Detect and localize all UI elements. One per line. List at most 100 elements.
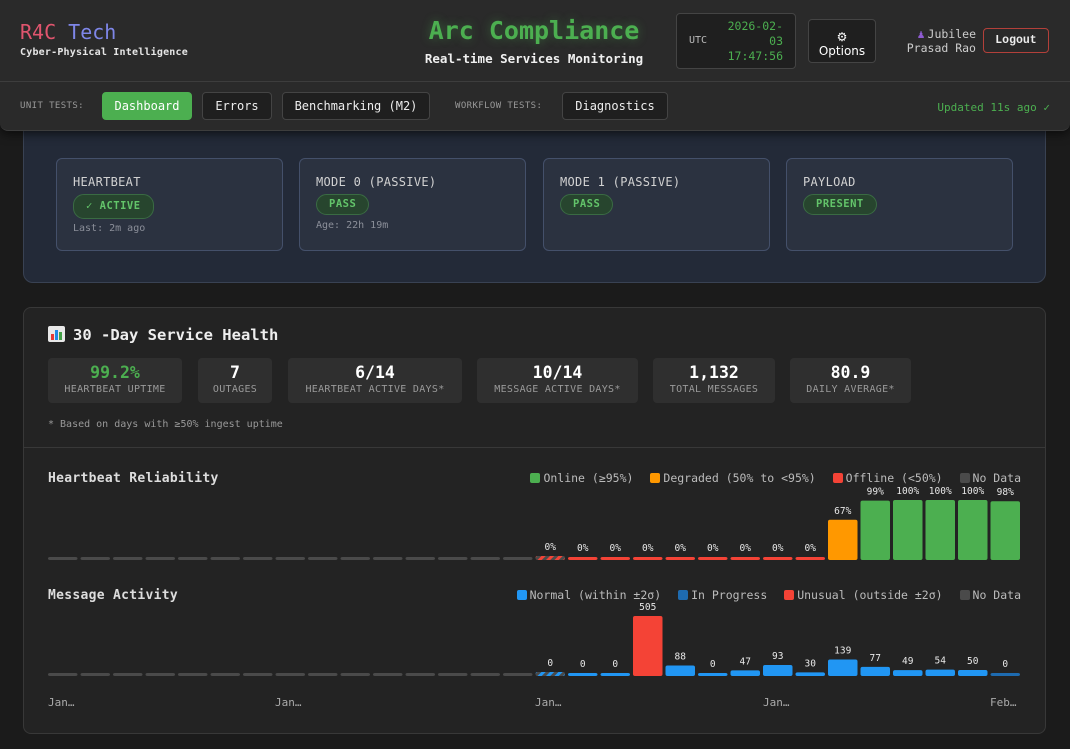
chart-bar xyxy=(828,659,858,676)
chart-bar xyxy=(438,673,468,676)
chart-bar xyxy=(470,673,500,676)
tile-title: HEARTBEAT xyxy=(73,175,141,189)
legend-label: Normal (within ±2σ) xyxy=(529,588,662,602)
stat-label: OUTAGES xyxy=(212,384,258,395)
message-legend: Normal (within ±2σ) In Progress Unusual … xyxy=(507,588,1021,602)
bar-value-label: 0% xyxy=(707,543,719,554)
chart-bar xyxy=(503,673,533,676)
chart-bar xyxy=(893,500,923,560)
tab-dashboard[interactable]: Dashboard xyxy=(102,92,192,120)
heartbeat-reliability-chart: 0% 0% 0% 0% 0% 0% 0% 0% 0% 67% 99% 100% 100% 100% 98% xyxy=(48,486,1020,560)
chart-bar xyxy=(80,557,110,560)
bar-value-label: 505 xyxy=(639,602,656,613)
x-axis-label: Jan… xyxy=(275,696,302,709)
user-icon: ♟ xyxy=(917,27,925,41)
utc-clock: UTC 2026-02- 03 17:47:56 xyxy=(676,13,796,69)
bar-value-label: 0% xyxy=(772,543,784,554)
tile-subtext: Last: 2m ago xyxy=(73,223,146,234)
chart-bar xyxy=(958,670,988,676)
bar-value-label: 67% xyxy=(834,506,851,517)
logout-button[interactable]: Logout xyxy=(983,28,1049,53)
status-badge: PASS xyxy=(316,194,370,215)
clock-date-line2: 03 xyxy=(769,34,783,48)
legend-swatch xyxy=(530,473,541,483)
message-chart-title: Message Activity xyxy=(48,588,179,603)
bar-value-label: 93 xyxy=(772,651,783,662)
legend-item: No Data xyxy=(959,471,1021,485)
gear-icon: ⚙ xyxy=(836,30,848,44)
stat-label: MESSAGE ACTIVE DAYS* xyxy=(494,384,621,395)
stat-value: 6/14 xyxy=(355,363,395,382)
chart-bar xyxy=(275,673,305,676)
tile-subtext: Age: 22h 19m xyxy=(316,220,389,231)
legend-item: No Data xyxy=(959,588,1021,602)
chart-bar xyxy=(633,616,663,676)
message-activity-chart: 0 0 0 505 88 0 47 93 30 139 77 49 54 50 0 xyxy=(48,602,1020,676)
chart-bar xyxy=(535,672,565,676)
chart-bar xyxy=(893,670,923,676)
brand-tagline: Cyber-Physical Intelligence xyxy=(20,47,188,58)
chart-bar xyxy=(48,557,78,560)
chart-bar xyxy=(730,670,760,676)
stat-heartbeat-active-days: 6/14 HEARTBEAT ACTIVE DAYS* xyxy=(288,358,462,403)
updated-status: Updated 11s ago ✓ xyxy=(937,101,1050,114)
status-badge: ✓ ACTIVE xyxy=(73,194,154,219)
bar-value-label: 0% xyxy=(642,543,654,554)
chart-bar xyxy=(308,557,338,560)
bar-value-label: 99% xyxy=(867,487,884,498)
chart-bar xyxy=(178,673,208,676)
legend-swatch xyxy=(516,590,527,600)
chart-bar xyxy=(113,673,143,676)
bar-value-label: 100% xyxy=(961,486,984,497)
x-axis-label: Jan… xyxy=(763,696,790,709)
chart-bar xyxy=(860,666,890,676)
payload-tile: PAYLOAD PRESENT xyxy=(786,158,1013,251)
brand[interactable]: R4C Tech Cyber-Physical Intelligence xyxy=(20,20,188,58)
stat-label: HEARTBEAT UPTIME xyxy=(64,384,166,395)
chart-bar xyxy=(730,557,760,560)
stat-heartbeat-uptime: 99.2% HEARTBEAT UPTIME xyxy=(48,358,182,403)
bar-value-label: 0% xyxy=(610,543,622,554)
section-divider xyxy=(24,447,1045,448)
footnote: * Based on days with ≥50% ingest uptime xyxy=(48,419,283,430)
mode0-tile: MODE 0 (PASSIVE) PASS Age: 22h 19m xyxy=(299,158,526,251)
page-subtitle: Real-time Services Monitoring xyxy=(424,51,644,66)
chart-bar xyxy=(80,673,110,676)
legend-item: Unusual (outside ±2σ) xyxy=(784,588,943,602)
legend-item: Offline (<50%) xyxy=(832,471,943,485)
brand-name-part1: R4C xyxy=(20,20,57,44)
chart-bar xyxy=(763,557,793,560)
chart-bar xyxy=(145,557,175,560)
chart-bar xyxy=(990,501,1020,560)
bar-value-label: 139 xyxy=(834,645,851,656)
bar-value-label: 0 xyxy=(580,659,586,670)
tab-benchmarking[interactable]: Benchmarking (M2) xyxy=(282,92,430,120)
service-status-panel: HEARTBEAT ✓ ACTIVE Last: 2m ago MODE 0 (… xyxy=(23,110,1046,283)
user-info: ♟ Jubilee Prasad Rao xyxy=(896,27,976,55)
bar-value-label: 88 xyxy=(675,652,687,663)
options-button[interactable]: ⚙ Options xyxy=(808,19,876,63)
stat-outages: 7 OUTAGES xyxy=(198,358,272,403)
clock-date-line1: 2026-02- xyxy=(727,19,783,33)
legend-label: Degraded (50% to <95%) xyxy=(663,471,816,485)
mode1-tile: MODE 1 (PASSIVE) PASS xyxy=(543,158,770,251)
bar-value-label: 0 xyxy=(612,659,618,670)
status-badge: PRESENT xyxy=(803,194,877,215)
tab-errors[interactable]: Errors xyxy=(202,92,272,120)
chart-bar xyxy=(925,500,955,560)
tile-title: PAYLOAD xyxy=(803,175,856,189)
legend-swatch xyxy=(650,473,661,483)
chart-bar xyxy=(210,673,240,676)
clock-timezone: UTC xyxy=(689,35,708,46)
x-axis-label: Jan… xyxy=(48,696,75,709)
chart-bar xyxy=(470,557,500,560)
legend-item: Normal (within ±2σ) xyxy=(516,588,662,602)
bar-value-label: 100% xyxy=(929,486,952,497)
chart-bar xyxy=(828,519,858,560)
tab-diagnostics[interactable]: Diagnostics xyxy=(562,92,668,120)
chart-bar xyxy=(210,557,240,560)
chart-bar xyxy=(275,557,305,560)
chart-bar xyxy=(633,557,663,560)
legend-swatch xyxy=(832,473,843,483)
chart-bar xyxy=(600,673,630,676)
